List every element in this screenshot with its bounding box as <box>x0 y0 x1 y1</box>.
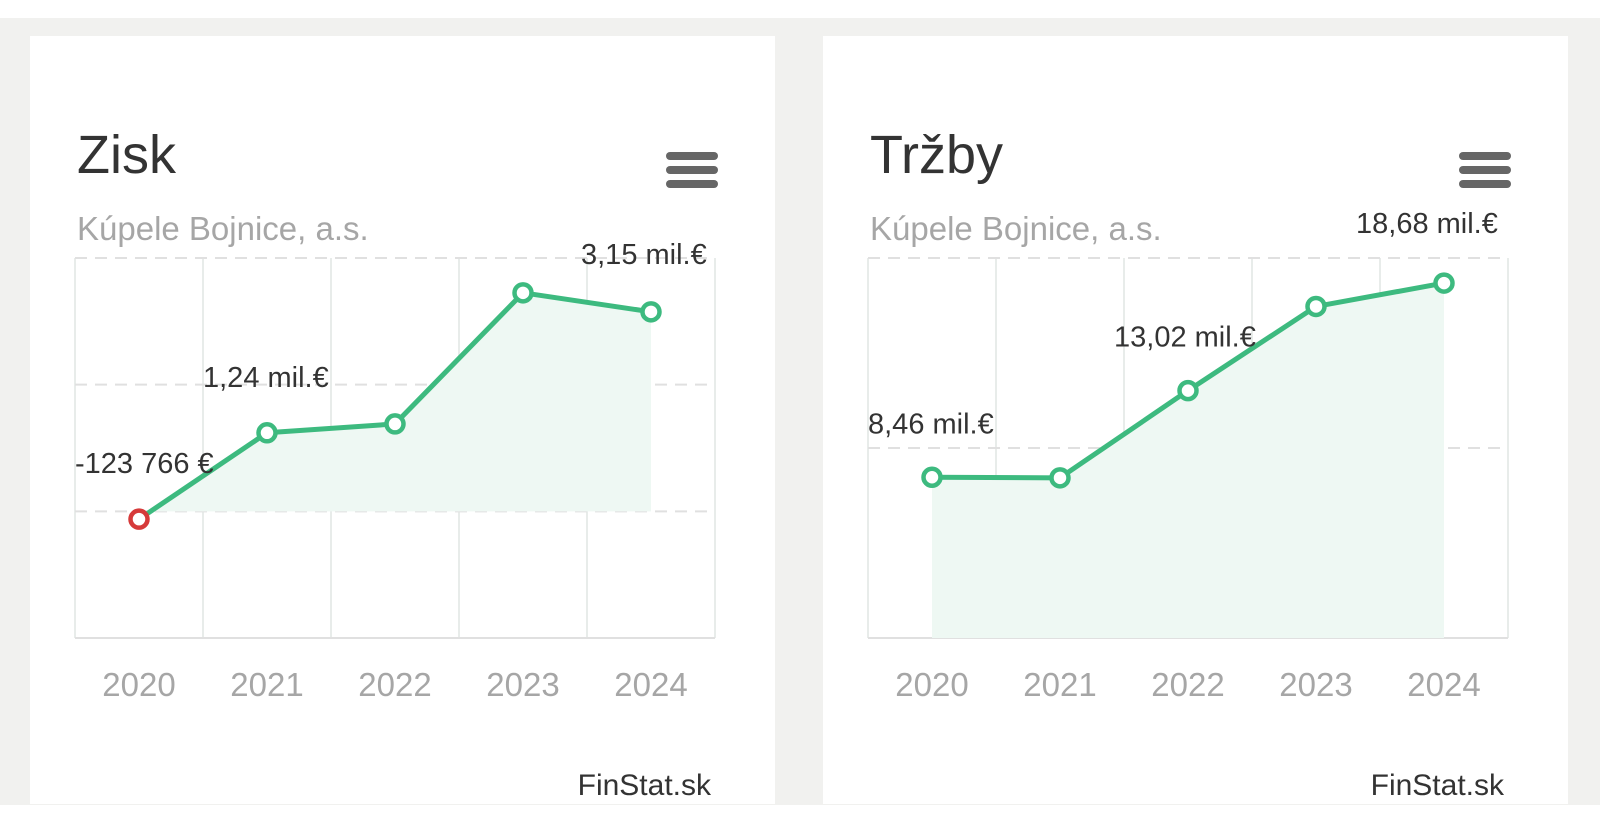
data-label: 3,15 mil.€ <box>581 239 707 271</box>
data-point[interactable] <box>512 282 534 304</box>
profit-chart-card: Zisk Kúpele Bojnice, a.s. -123 766 € 1,24… <box>30 36 775 804</box>
x-tick-label: 2024 <box>1407 666 1480 703</box>
x-tick-label: 2023 <box>486 666 559 703</box>
x-tick-label: 2024 <box>614 666 687 703</box>
x-tick-label: 2020 <box>895 666 968 703</box>
chart-subtitle: Kúpele Bojnice, a.s. <box>77 210 369 247</box>
data-label: 1,24 mil.€ <box>203 362 329 394</box>
finstat-credit-link[interactable]: FinStat.sk <box>1370 769 1504 802</box>
x-tick-label: 2020 <box>102 666 175 703</box>
data-point[interactable] <box>640 301 662 323</box>
revenue-line-chart: 8,46 mil.€ 13,02 mil.€ 18,68 mil.€ 2020 2021… <box>867 208 1509 703</box>
x-tick-label: 2021 <box>230 666 303 703</box>
chart-title: Zisk <box>77 125 176 185</box>
data-label: 18,68 mil.€ <box>1356 208 1498 240</box>
data-point[interactable] <box>1433 272 1455 294</box>
hamburger-menu-icon[interactable] <box>666 146 718 192</box>
data-point[interactable] <box>256 422 278 444</box>
finstat-credit-link[interactable]: FinStat.sk <box>577 769 711 802</box>
x-tick-label: 2023 <box>1279 666 1352 703</box>
chart-title: Tržby <box>870 125 1003 185</box>
data-point[interactable] <box>1177 379 1199 402</box>
area-fill <box>139 292 651 520</box>
profit-line-chart: -123 766 € 1,24 mil.€ 3,15 mil.€ 2020 2021 20… <box>74 239 716 703</box>
data-label: 8,46 mil.€ <box>868 408 994 440</box>
x-tick-label: 2022 <box>358 666 431 703</box>
data-point[interactable] <box>1305 295 1327 318</box>
chart-subtitle: Kúpele Bojnice, a.s. <box>870 210 1162 247</box>
data-point[interactable] <box>128 508 150 530</box>
data-point[interactable] <box>921 466 943 489</box>
revenue-chart-card: Tržby Kúpele Bojnice, a.s. 8,46 mil.€ 13,… <box>823 36 1568 804</box>
area-fill <box>932 283 1444 638</box>
x-tick-label: 2022 <box>1151 666 1224 703</box>
data-point[interactable] <box>384 413 406 435</box>
hamburger-menu-icon[interactable] <box>1459 146 1511 192</box>
x-tick-label: 2021 <box>1023 666 1096 703</box>
data-label: 13,02 mil.€ <box>1114 322 1256 354</box>
data-label: -123 766 € <box>75 448 214 480</box>
data-point[interactable] <box>1049 467 1071 489</box>
